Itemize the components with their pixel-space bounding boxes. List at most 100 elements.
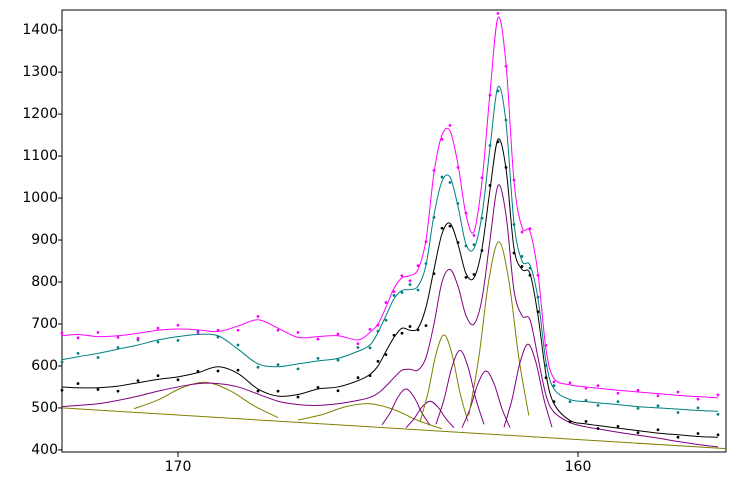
- x-tick-label: 160: [565, 459, 592, 475]
- data-point: [424, 324, 428, 328]
- data-point: [464, 275, 468, 279]
- data-point: [376, 359, 380, 363]
- data-point: [400, 291, 404, 294]
- data-point: [696, 432, 700, 435]
- data-point: [256, 389, 260, 393]
- data-point: [60, 331, 64, 335]
- line-series: [405, 400, 455, 428]
- data-point: [528, 273, 532, 277]
- plot-frame: [61, 9, 727, 453]
- data-point: [416, 328, 420, 332]
- data-point: [552, 400, 556, 404]
- data-point: [440, 137, 444, 141]
- data-point: [392, 333, 396, 337]
- line-series: [297, 403, 443, 430]
- data-point: [60, 360, 64, 364]
- data-point: [520, 254, 524, 258]
- data-point: [276, 328, 280, 332]
- line-series: [419, 334, 469, 422]
- data-point: [568, 420, 572, 424]
- data-point: [296, 367, 300, 371]
- data-point: [424, 262, 428, 265]
- data-point: [356, 376, 360, 380]
- data-point: [216, 328, 220, 332]
- line-series: [133, 381, 279, 419]
- data-point: [356, 342, 360, 346]
- data-point: [216, 335, 220, 339]
- data-point: [596, 427, 600, 430]
- data-point: [448, 124, 452, 127]
- data-point: [156, 326, 160, 330]
- y-tick-label: 600: [31, 358, 58, 374]
- data-point: [136, 379, 140, 383]
- data-point: [512, 251, 516, 255]
- data-point: [472, 273, 476, 276]
- data-point: [636, 388, 640, 392]
- data-point: [416, 288, 420, 292]
- data-point: [504, 118, 508, 122]
- data-point: [440, 175, 444, 179]
- y-tick-label: 700: [31, 316, 58, 332]
- y-tick-label: 1200: [22, 106, 58, 122]
- data-point: [256, 365, 260, 369]
- data-point: [552, 384, 556, 388]
- data-point: [96, 388, 100, 391]
- data-point: [76, 336, 80, 340]
- data-point: [596, 384, 600, 388]
- data-point: [616, 391, 620, 395]
- data-point: [440, 226, 444, 230]
- line-series: [61, 407, 727, 450]
- data-point: [400, 331, 404, 335]
- data-point: [76, 351, 80, 355]
- data-point: [584, 419, 588, 423]
- data-point: [236, 328, 240, 332]
- data-point: [488, 93, 492, 97]
- data-point: [116, 336, 120, 339]
- data-point: [368, 328, 372, 331]
- data-point: [496, 89, 500, 93]
- data-point: [384, 353, 388, 357]
- data-point: [636, 431, 640, 435]
- line-series: [381, 388, 431, 426]
- data-point: [296, 395, 300, 399]
- data-point: [544, 376, 548, 380]
- data-point: [480, 216, 484, 220]
- data-point: [528, 227, 532, 231]
- data-point: [464, 211, 468, 215]
- data-point: [196, 370, 200, 373]
- data-point: [176, 323, 180, 327]
- data-point: [472, 243, 476, 247]
- data-point: [716, 433, 720, 437]
- line-series: [435, 349, 485, 425]
- data-point: [196, 331, 200, 335]
- data-point: [116, 346, 120, 349]
- data-point: [496, 11, 500, 15]
- data-point: [480, 176, 484, 180]
- data-point: [584, 398, 588, 402]
- data-point: [544, 364, 548, 367]
- data-point: [596, 404, 600, 407]
- data-point: [676, 435, 680, 439]
- data-point: [376, 323, 380, 327]
- data-point: [236, 368, 240, 372]
- data-point: [536, 295, 540, 299]
- data-point: [432, 272, 436, 276]
- data-point: [276, 363, 280, 367]
- data-point: [136, 336, 140, 340]
- data-point: [408, 279, 412, 283]
- data-point: [656, 404, 660, 408]
- data-point: [276, 389, 280, 393]
- data-point: [480, 249, 484, 252]
- data-point: [676, 411, 680, 414]
- data-point: [456, 241, 460, 244]
- data-point: [368, 374, 372, 378]
- data-point: [568, 400, 572, 404]
- y-tick-label: 1300: [22, 64, 58, 80]
- data-point: [568, 381, 572, 385]
- data-point: [496, 140, 500, 144]
- data-point: [176, 338, 180, 342]
- data-point: [716, 393, 720, 397]
- data-point: [384, 301, 388, 304]
